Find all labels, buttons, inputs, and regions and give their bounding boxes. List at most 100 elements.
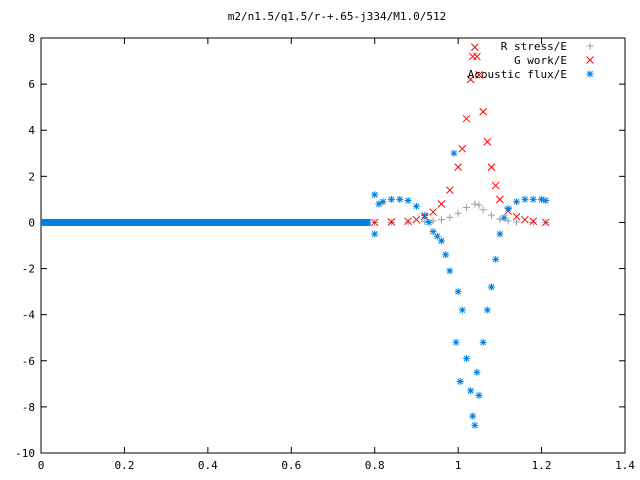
y-tick-label: 2 [28, 170, 35, 183]
series-r-stress-e [371, 200, 550, 226]
data-point-star [458, 306, 466, 314]
data-point-cross [491, 181, 500, 190]
data-point-plus [437, 216, 445, 224]
x-tick-label: 1.4 [615, 459, 635, 472]
data-point-cross [370, 218, 379, 227]
data-point-cross [387, 218, 396, 226]
data-point-cross [454, 163, 462, 171]
data-point-cross [468, 52, 477, 61]
data-point-cross [475, 71, 483, 79]
x-tick-label: 1.2 [532, 459, 552, 472]
data-point-star [513, 198, 521, 206]
data-point-cross [541, 218, 550, 227]
data-point-star [442, 251, 450, 259]
x-tick-label: 0.2 [114, 459, 134, 472]
y-tick-label: 6 [28, 78, 35, 91]
data-point-star [529, 195, 537, 203]
data-point-cross [586, 56, 594, 64]
data-point-star [521, 195, 529, 203]
data-point-star [500, 214, 508, 222]
data-point-cross [404, 217, 412, 226]
data-point-star [538, 195, 546, 203]
data-point-star [475, 391, 483, 399]
data-point-plus [488, 211, 496, 219]
data-point-star [371, 191, 379, 199]
series-g-work-e [370, 43, 550, 227]
data-point-plus [479, 206, 487, 214]
data-point-star [446, 267, 454, 275]
data-point-star [396, 195, 404, 203]
data-point-plus [513, 218, 521, 226]
x-tick-label: 0.6 [281, 459, 301, 472]
axes: 0 0.2 0.4 0.6 0.8 1 1.2 1.4 8 6 4 2 0 -2 -4 -6 -8 -10 [15, 32, 635, 472]
data-point-star [469, 412, 477, 420]
y-tick-label: -4 [22, 309, 36, 322]
data-point-plus [421, 218, 429, 226]
data-point-star [404, 197, 412, 205]
data-point-cross [470, 43, 479, 52]
data-point-star [456, 378, 464, 386]
data-point-cross [483, 137, 492, 146]
x-tick-label: 0.8 [365, 459, 385, 472]
data-point-star [371, 230, 379, 238]
data-point-star [479, 338, 487, 346]
y-tick-label: -6 [22, 355, 35, 368]
data-point-cross [437, 200, 446, 208]
series-acoustic-flux-e [371, 149, 550, 429]
data-point-cross [466, 75, 475, 84]
data-point-star [471, 421, 479, 429]
data-point-star [504, 205, 512, 213]
data-point-plus [446, 213, 454, 221]
legend-label: Acoustic flux/E [468, 68, 567, 81]
plot-marks [41, 43, 550, 429]
plot-frame [40, 37, 626, 454]
data-point-star [450, 149, 458, 157]
data-point-plus [586, 42, 594, 50]
data-point-cross [496, 195, 504, 204]
legend-label: G work/E [514, 54, 567, 67]
data-point-star [452, 338, 460, 346]
data-point-star [437, 237, 445, 245]
data-point-star [375, 200, 383, 208]
x-tick-label: 0.4 [198, 459, 218, 472]
data-point-plus [454, 209, 462, 217]
data-point-star [488, 283, 496, 291]
data-point-star [462, 354, 470, 362]
data-point-star [483, 306, 491, 314]
data-point-plus [529, 218, 537, 226]
y-tick-label: -8 [22, 401, 35, 414]
data-point-cross [429, 208, 437, 216]
data-point-cross [412, 215, 421, 224]
dense-data-band [41, 218, 371, 226]
legend-label: R stress/E [501, 40, 567, 53]
data-point-plus [475, 201, 483, 209]
y-tick-label: 4 [28, 124, 35, 137]
data-point-cross [512, 212, 521, 221]
data-point-star [454, 288, 462, 296]
y-tick-label: 0 [28, 216, 35, 229]
data-point-cross [445, 186, 454, 195]
data-point-star [379, 198, 387, 206]
data-point-star [433, 232, 441, 240]
data-point-plus [404, 218, 412, 226]
data-point-star [421, 212, 429, 220]
data-point-star [429, 228, 437, 236]
y-tick-label: -2 [22, 263, 35, 276]
data-point-plus [471, 200, 479, 208]
data-point-star [496, 230, 504, 238]
data-point-star [492, 255, 500, 263]
data-point-cross [462, 114, 471, 123]
y-tick-label: -10 [15, 447, 35, 460]
data-point-star [412, 202, 420, 210]
y-tick-label: 8 [28, 32, 35, 45]
x-tick-label: 0 [38, 459, 45, 472]
data-point-plus [462, 203, 470, 211]
x-tick-label: 1 [455, 459, 462, 472]
data-point-cross [458, 144, 467, 153]
data-point-star [586, 70, 594, 78]
data-point-plus [504, 217, 512, 225]
chart-title: m2/n1.5/q1.5/r-+.65-j334/M1.0/512 [228, 10, 447, 23]
data-point-star [542, 197, 550, 205]
data-point-cross [529, 217, 538, 226]
